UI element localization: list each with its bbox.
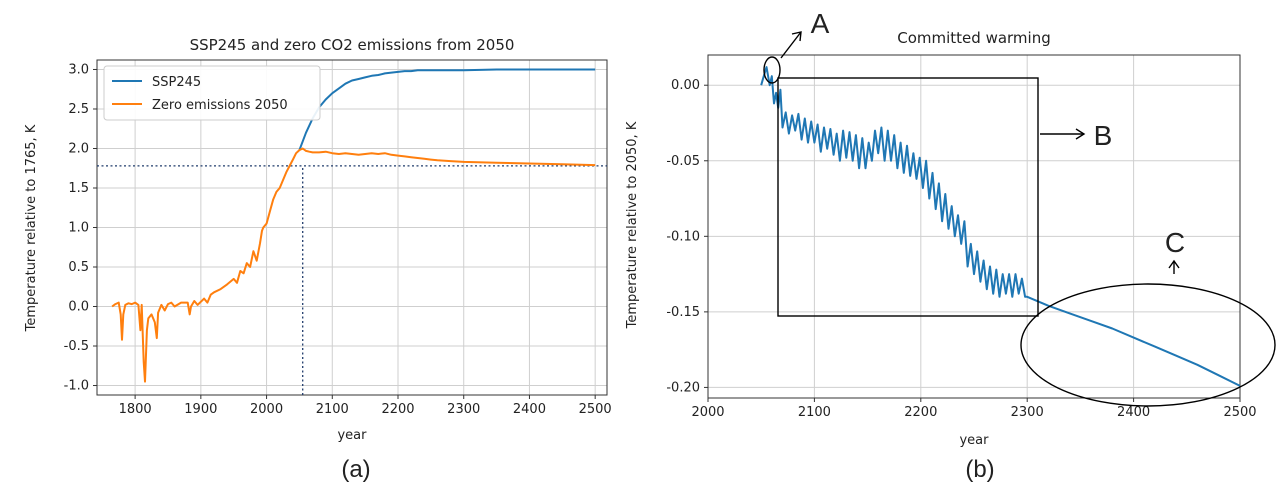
grid-lines-b xyxy=(707,55,1241,398)
annotations-b xyxy=(763,31,1276,407)
tick-label-y-a: -0.5 xyxy=(64,339,89,354)
chart-title-b: Committed warming xyxy=(897,29,1051,47)
chart-panel-a: SSP245 and zero CO2 emissions from 2050 … xyxy=(24,36,612,483)
tick-label-y-b: -0.20 xyxy=(666,380,700,395)
tick-label-y-a: 1.0 xyxy=(68,221,89,236)
tick-label-y-b: -0.10 xyxy=(666,229,700,244)
tick-label-x-a: 2200 xyxy=(381,402,414,417)
annotation-label-a: A xyxy=(811,8,830,39)
chart-panel-b: Committed warming year Temperature relat… xyxy=(625,8,1276,483)
tick-label-y-a: 2.5 xyxy=(68,102,89,117)
annotation-label-c: C xyxy=(1165,227,1185,258)
annotation-ellipse-a xyxy=(763,56,781,84)
tick-label-x-a: 1900 xyxy=(184,402,217,417)
grid-lines-a xyxy=(97,60,607,395)
tick-label-x-b: 2500 xyxy=(1223,405,1256,420)
tick-label-x-b: 2100 xyxy=(798,405,831,420)
tick-label-x-b: 2000 xyxy=(691,405,724,420)
tick-label-x-a: 2400 xyxy=(513,402,546,417)
annotation-ellipse-c xyxy=(1020,283,1276,407)
legend-label-zero-emissions: Zero emissions 2050 xyxy=(152,98,288,113)
tick-labels-b: 2000 2100 2200 2300 2400 2500 -0.20 -0.15 -0.10 -… xyxy=(666,78,1256,420)
x-axis-title-a: year xyxy=(337,428,367,443)
legend-label-ssp245: SSP245 xyxy=(152,75,201,90)
tick-label-y-a: 0.0 xyxy=(68,300,89,315)
tick-label-x-a: 1800 xyxy=(119,402,152,417)
series-line-a-0 xyxy=(298,68,596,151)
tick-label-x-b: 2400 xyxy=(1117,405,1150,420)
tick-label-y-a: 3.0 xyxy=(68,62,89,77)
tick-label-x-b: 2300 xyxy=(1011,405,1044,420)
tick-label-y-a: 1.5 xyxy=(68,181,89,196)
annotation-arrowhead-a xyxy=(791,31,802,42)
tick-label-y-b: 0.00 xyxy=(671,78,700,93)
tick-label-x-a: 2300 xyxy=(447,402,480,417)
tick-label-y-a: 2.0 xyxy=(68,141,89,156)
annotation-arrowhead-b xyxy=(1075,128,1086,140)
tick-label-x-a: 2100 xyxy=(316,402,349,417)
tick-label-x-b: 2200 xyxy=(904,405,937,420)
tick-label-y-b: -0.15 xyxy=(666,305,700,320)
y-axis-title-a: Temperature relative to 1765, K xyxy=(24,124,39,332)
legend-box xyxy=(103,65,321,121)
tick-label-y-b: -0.05 xyxy=(666,154,700,169)
y-axis-title-b: Temperature relative to 2050, K xyxy=(625,121,640,329)
panel-label-a: (a) xyxy=(341,456,370,483)
annotation-arrow-a xyxy=(780,31,802,59)
tick-label-x-a: 2500 xyxy=(579,402,612,417)
series-b xyxy=(760,66,1240,387)
series-line-a-1 xyxy=(111,147,596,383)
x-axis-title-b: year xyxy=(959,433,989,448)
tick-labels-a: 1800 1900 2000 2100 2200 2300 2400 2500 -1.0 -0.5… xyxy=(64,62,612,417)
series-line-b-0 xyxy=(760,66,1240,387)
annotation-box-b xyxy=(777,77,1039,317)
tick-label-y-a: 0.5 xyxy=(68,260,89,275)
chart-title-a: SSP245 and zero CO2 emissions from 2050 xyxy=(190,36,515,54)
tick-label-y-a: -1.0 xyxy=(64,379,89,394)
annotation-label-b: B xyxy=(1094,120,1113,151)
panel-label-b: (b) xyxy=(965,456,994,483)
reference-lines-a xyxy=(97,165,607,395)
plot-frame-b xyxy=(707,54,1241,399)
tick-label-x-a: 2000 xyxy=(250,402,283,417)
legend-a: SSP245 Zero emissions 2050 xyxy=(103,65,321,121)
series-a xyxy=(111,68,596,383)
annotation-arrowhead-c xyxy=(1168,259,1180,269)
